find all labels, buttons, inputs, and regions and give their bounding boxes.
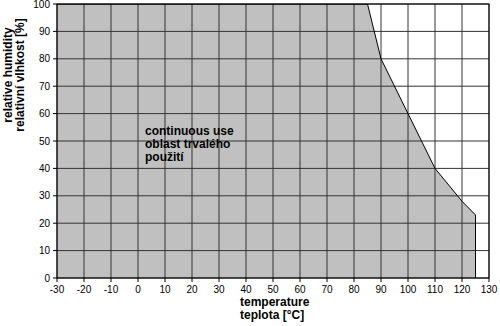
tick-label-x: 10 xyxy=(159,284,171,295)
plot-background xyxy=(57,4,489,278)
chart-root: -30-20-100102030405060708090100110120130… xyxy=(0,0,500,326)
tick-x xyxy=(165,278,166,282)
tick-y xyxy=(53,141,57,142)
tick-x xyxy=(138,278,139,282)
tick-label-y: 90 xyxy=(39,26,51,37)
plot-frame xyxy=(57,4,489,278)
tick-y xyxy=(53,86,57,87)
grid-line-y xyxy=(57,195,489,196)
tick-y xyxy=(53,4,57,5)
grid-line-y xyxy=(57,250,489,251)
tick-label-x: 120 xyxy=(454,284,471,295)
tick-label-x: 40 xyxy=(240,284,252,295)
tick-x xyxy=(111,278,112,282)
grid-line-y xyxy=(57,86,489,87)
tick-label-x: 30 xyxy=(213,284,225,295)
tick-x xyxy=(381,278,382,282)
tick-label-x: 90 xyxy=(375,284,387,295)
tick-label-x: 60 xyxy=(294,284,306,295)
tick-x xyxy=(246,278,247,282)
tick-label-y: 30 xyxy=(39,190,51,201)
tick-label-y: 70 xyxy=(39,81,51,92)
tick-x xyxy=(300,278,301,282)
tick-label-y: 60 xyxy=(39,108,51,119)
y-axis-label: relativní vlhkost [%] xyxy=(13,18,27,131)
grid-line-y xyxy=(57,141,489,142)
tick-y xyxy=(53,168,57,169)
area-boundary xyxy=(57,4,476,278)
tick-label-y: 0 xyxy=(44,273,50,284)
tick-label-x: 20 xyxy=(186,284,198,295)
annotation: continuous use xyxy=(145,124,234,138)
chart-svg: -30-20-100102030405060708090100110120130… xyxy=(0,0,500,326)
tick-y xyxy=(53,113,57,114)
tick-label-x: 50 xyxy=(267,284,279,295)
tick-label-y: 80 xyxy=(39,53,51,64)
tick-label-y: 100 xyxy=(33,0,50,10)
tick-y xyxy=(53,31,57,32)
tick-label-y: 20 xyxy=(39,218,51,229)
tick-label-y: 10 xyxy=(39,245,51,256)
tick-label-x: 0 xyxy=(135,284,141,295)
annotation: oblast trvalého xyxy=(145,137,230,151)
tick-label-y: 50 xyxy=(39,136,51,147)
grid-line-y xyxy=(57,113,489,114)
tick-label-x: -20 xyxy=(77,284,92,295)
tick-y xyxy=(53,278,57,279)
tick-y xyxy=(53,250,57,251)
tick-x xyxy=(462,278,463,282)
grid-line-y xyxy=(57,168,489,169)
tick-y xyxy=(53,195,57,196)
x-axis-label: teplota [°C] xyxy=(240,308,304,322)
tick-label-x: -30 xyxy=(50,284,65,295)
tick-x xyxy=(408,278,409,282)
tick-x xyxy=(219,278,220,282)
tick-x xyxy=(435,278,436,282)
tick-x xyxy=(273,278,274,282)
grid-line-y xyxy=(57,58,489,59)
tick-label-x: 130 xyxy=(481,284,498,295)
tick-label-y: 40 xyxy=(39,163,51,174)
tick-x xyxy=(84,278,85,282)
tick-label-x: 80 xyxy=(348,284,360,295)
tick-x xyxy=(192,278,193,282)
tick-label-x: 100 xyxy=(400,284,417,295)
tick-x xyxy=(354,278,355,282)
tick-x xyxy=(327,278,328,282)
tick-label-x: -10 xyxy=(104,284,119,295)
tick-label-x: 110 xyxy=(427,284,443,295)
annotation: použití xyxy=(145,150,184,164)
tick-y xyxy=(53,58,57,59)
tick-x xyxy=(57,278,58,282)
x-axis-label: temperature xyxy=(240,295,310,309)
tick-label-x: 70 xyxy=(321,284,333,295)
boundary-layer xyxy=(57,4,476,278)
tick-y xyxy=(53,223,57,224)
tick-x xyxy=(489,278,490,282)
grid-line-y xyxy=(57,223,489,224)
grid-line-y xyxy=(57,31,489,32)
